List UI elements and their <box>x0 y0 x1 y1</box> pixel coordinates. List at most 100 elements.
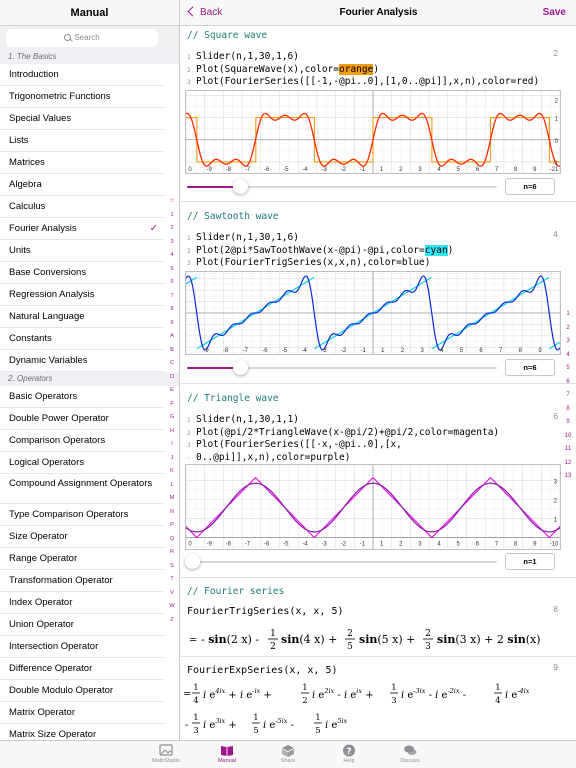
sidebar-item-special-values[interactable]: Special Values <box>0 108 164 130</box>
cell-index-item[interactable]: 12 <box>564 459 572 466</box>
index-letter[interactable]: F <box>170 400 174 407</box>
index-letter[interactable]: G <box>169 414 175 420</box>
cell-index-item[interactable]: 9 <box>566 419 570 425</box>
index-letter[interactable]: H <box>170 427 174 434</box>
slider-square[interactable]: n=6 <box>185 178 561 196</box>
index-letter[interactable]: K <box>170 468 174 474</box>
tab-manual[interactable]: Manual <box>197 741 258 768</box>
index-letter[interactable]: 2 <box>170 225 174 231</box>
tab-share[interactable]: Share <box>258 741 319 768</box>
slider-sawtooth[interactable]: n=6 <box>185 359 561 377</box>
sidebar-item-units[interactable]: Units <box>0 240 164 262</box>
code-cell-square[interactable]: 2 1 Slider(n,1,30,1,6) 2 Plot(SquareWave(x… <box>187 48 558 87</box>
code-cell-triangle[interactable]: 6 1 Slider(n,1,30,1,1) 2 Plot(@pi/2*Triang… <box>187 411 558 463</box>
sidebar-item-trigonometric-functions[interactable]: Trigonometric Functions <box>0 86 164 108</box>
index-letter[interactable]: 4 <box>170 252 174 258</box>
sidebar-item-double-power-operator[interactable]: Double Power Operator <box>0 408 164 430</box>
section-index[interactable]: ☆ 1 2 3 4 5 6 7 8 9 A B C D E F G H I J K L M N P Q R S T V W Z <box>166 195 178 627</box>
sidebar-item-comparison-operators[interactable]: Comparison Operators <box>0 430 164 452</box>
index-letter[interactable]: S <box>170 562 174 569</box>
index-letter[interactable]: B <box>170 346 174 353</box>
sidebar-item-natural-language[interactable]: Natural Language <box>0 306 164 328</box>
index-letter[interactable]: Q <box>169 535 175 542</box>
plot-sawtooth-wave[interactable]: -9 -8 -7 -6 -5 -4 -3 -2 -1 1 2 3 4 5 6 7 8 9 <box>185 271 561 355</box>
sidebar-item-intersection-operator[interactable]: Intersection Operator <box>0 636 164 658</box>
tab-discuss[interactable]: Discuss <box>380 741 441 768</box>
cell-index-item[interactable]: 10 <box>564 432 572 439</box>
index-letter[interactable]: E <box>170 387 174 393</box>
code-cell-sawtooth[interactable]: 4 1 Slider(n,1,30,1,6) 2 Plot(2@pi*SawToot… <box>187 229 558 268</box>
sidebar-item-logical-operators[interactable]: Logical Operators <box>0 452 164 474</box>
plot-triangle-wave[interactable]: 0 -9 -8 -7 -6 -5 -4 -3 -2 -1 1 2 3 4 5 6 7 8 9 -10 3 2 1 <box>185 464 561 550</box>
index-letter[interactable]: ☆ <box>169 198 175 204</box>
index-letter[interactable]: L <box>170 481 174 488</box>
save-button[interactable]: Save <box>542 7 566 18</box>
sidebar-item-base-conversions[interactable]: Base Conversions <box>0 262 164 284</box>
right-index[interactable]: 1 2 3 4 5 6 7 8 9 10 11 12 13 <box>562 308 574 484</box>
code-cell-fourier-trig[interactable]: 8 FourierTrigSeries(x, x, 5) <box>181 604 576 617</box>
index-letter[interactable]: C <box>170 360 174 366</box>
sidebar-item-matrices[interactable]: Matrices <box>0 152 164 174</box>
index-letter[interactable]: 5 <box>170 265 174 272</box>
cell-index-item[interactable]: 8 <box>566 405 570 412</box>
sidebar-item-type-comparison-operators[interactable]: Type Comparison Operators <box>0 504 164 526</box>
slider-thumb[interactable] <box>233 360 249 375</box>
tab-help[interactable]: ? Help <box>319 741 380 768</box>
index-letter[interactable]: 7 <box>170 292 174 299</box>
index-letter[interactable]: V <box>170 589 174 596</box>
sidebar-item-transformation-operator[interactable]: Transformation Operator <box>0 570 164 592</box>
plot-square-wave[interactable]: 0 -9 -8 -7 -6 -5 -4 -3 -2 -1 1 2 3 4 5 6 7 8 9 -21 2 1 0 -1 <box>185 90 561 174</box>
sidebar-item-introduction[interactable]: Introduction <box>0 64 164 86</box>
cell-index-item[interactable]: 3 <box>566 338 570 344</box>
sidebar-item-dynamic-variables[interactable]: Dynamic Variables <box>0 350 164 372</box>
sidebar-item-range-operator[interactable]: Range Operator <box>0 548 164 570</box>
cell-index-item[interactable]: 1 <box>566 311 570 317</box>
x-tick-label: 1 <box>380 167 384 173</box>
index-letter[interactable]: A <box>170 333 174 339</box>
index-letter[interactable]: N <box>170 508 174 515</box>
index-letter[interactable]: D <box>170 373 174 380</box>
index-letter[interactable]: 3 <box>170 238 174 245</box>
sidebar-item-index-operator[interactable]: Index Operator <box>0 592 164 614</box>
sidebar-item-size-operator[interactable]: Size Operator <box>0 526 164 548</box>
slider-triangle[interactable]: n=1 <box>185 553 561 571</box>
cell-index-item[interactable]: 2 <box>566 324 570 331</box>
index-letter[interactable]: T <box>170 576 174 582</box>
search-input[interactable]: Search <box>6 29 158 47</box>
index-letter[interactable]: 6 <box>170 279 174 285</box>
code-cell-fourier-exp[interactable]: 9 FourierExpSeries(x, x, 5) <box>181 662 576 676</box>
cell-index-item[interactable]: 5 <box>566 365 570 371</box>
index-letter[interactable]: W <box>169 603 175 609</box>
sidebar-item-regression-analysis[interactable]: Regression Analysis <box>0 284 164 306</box>
slider-thumb[interactable] <box>185 554 200 569</box>
index-letter[interactable]: P <box>170 522 174 528</box>
tab-mathstudio[interactable]: MathStudio <box>136 741 197 768</box>
sidebar-item-double-modulo-operator[interactable]: Double Modulo Operator <box>0 680 164 702</box>
sidebar-item-compound-assignment-operators[interactable]: Compound Assignment Operators <box>0 474 164 504</box>
index-letter[interactable]: 9 <box>170 319 174 326</box>
cell-index-item[interactable]: 7 <box>566 392 570 398</box>
sidebar-item-algebra[interactable]: Algebra <box>0 174 164 196</box>
index-letter[interactable]: I <box>171 441 173 447</box>
sidebar-item-calculus[interactable]: Calculus <box>0 196 164 218</box>
cell-index-item[interactable]: 13 <box>564 473 572 479</box>
index-letter[interactable]: R <box>170 549 174 555</box>
sidebar-item-matrix-size-operator[interactable]: Matrix Size Operator <box>0 724 164 740</box>
sidebar-item-constants[interactable]: Constants <box>0 328 164 350</box>
index-letter[interactable]: J <box>170 454 174 461</box>
cell-index-item[interactable]: 4 <box>566 351 570 358</box>
cell-index-item[interactable]: 6 <box>566 378 570 385</box>
sidebar-item-difference-operator[interactable]: Difference Operator <box>0 658 164 680</box>
sidebar-item-fourier-analysis[interactable]: Fourier Analysis ✓ <box>0 218 164 240</box>
index-letter[interactable]: 1 <box>170 211 174 218</box>
index-letter[interactable]: 8 <box>170 306 174 312</box>
sidebar-item-matrix-operator[interactable]: Matrix Operator <box>0 702 164 724</box>
sidebar-item-basic-operators[interactable]: Basic Operators <box>0 386 164 408</box>
back-button[interactable]: Back <box>187 0 222 26</box>
index-letter[interactable]: M <box>169 495 175 501</box>
sidebar-item-lists[interactable]: Lists <box>0 130 164 152</box>
index-letter[interactable]: Z <box>170 616 174 623</box>
sidebar-item-union-operator[interactable]: Union Operator <box>0 614 164 636</box>
cell-index-item[interactable]: 11 <box>564 446 572 452</box>
slider-thumb[interactable] <box>233 179 249 194</box>
